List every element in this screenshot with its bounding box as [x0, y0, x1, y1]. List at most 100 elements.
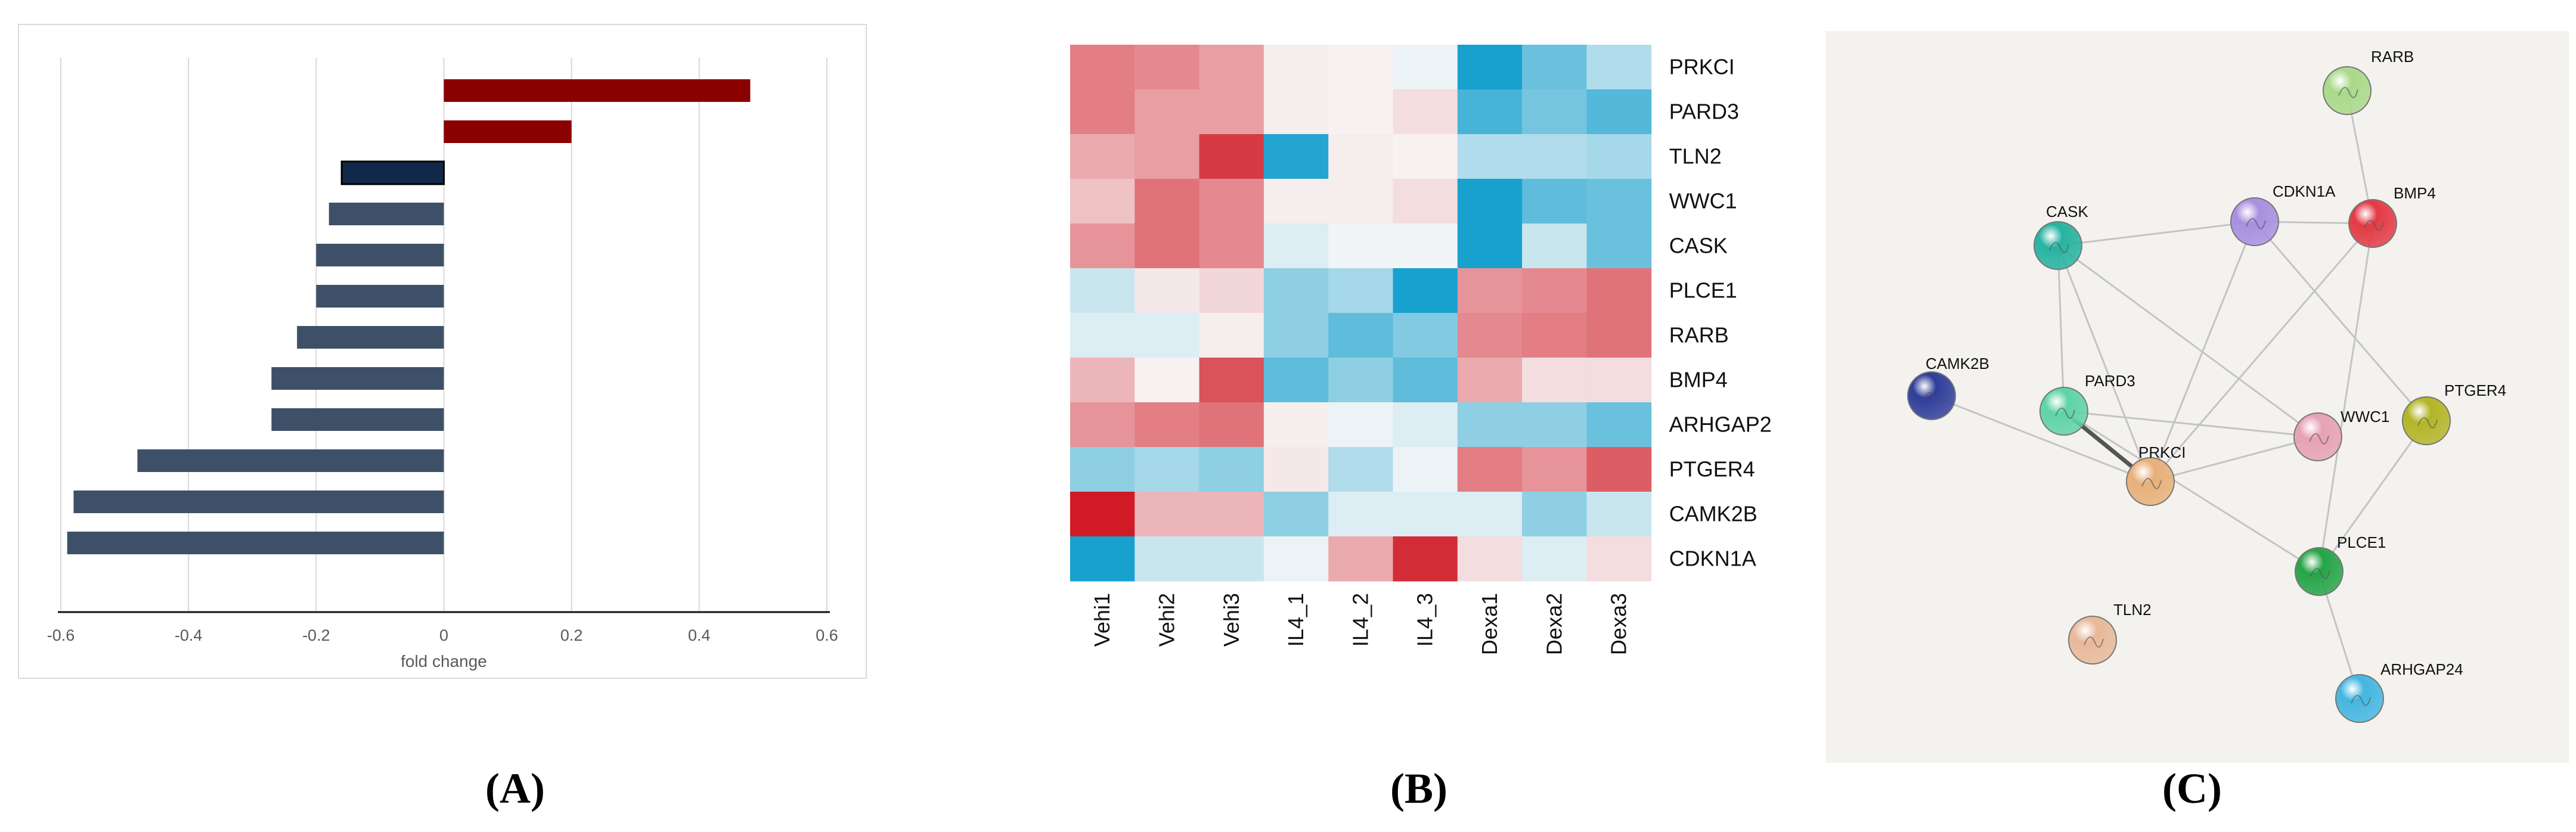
heatmap-row-label: TLN2: [1669, 144, 1722, 169]
edge-cask-cdkn1a: [2057, 221, 2255, 247]
heatmap-cell-cdkn1a-vehi1: [1070, 536, 1135, 582]
node-cask: [2033, 221, 2082, 270]
node-structure-icon: [2310, 568, 2330, 579]
edge-bmp4-prkci: [2149, 223, 2374, 482]
node-label-pard3: PARD3: [2085, 372, 2135, 390]
heatmap-cell-prkci-vehi3: [1199, 45, 1264, 90]
heatmap-cell-prkci-dexa1: [1457, 45, 1523, 90]
heatmap-cell-bmp4-dexa2: [1522, 358, 1587, 403]
heatmap-cell-camk2b-vehi2: [1134, 492, 1200, 537]
heatmap-cell-camk2b-dexa1: [1457, 492, 1523, 537]
node-label-prkci: PRKCI: [2138, 443, 2186, 461]
node-label-tln2: TLN2: [2113, 601, 2152, 619]
heatmap-cell-pard3-il4_2: [1328, 89, 1393, 135]
heatmap-cell-plce1-vehi1: [1070, 268, 1135, 313]
heatmap-cell-ptger4-dexa3: [1586, 447, 1652, 492]
heatmap-cell-cask-il4_3: [1393, 223, 1458, 269]
node-ptger4: [2402, 396, 2451, 445]
bar-pard3: [340, 160, 445, 185]
edge-cdkn1a-prkci: [2149, 221, 2256, 482]
heatmap-row-label: BMP4: [1669, 368, 1728, 392]
heatmap-column-label: Vehi3: [1219, 593, 1244, 647]
heatmap-cell-arhgap2-il4_2: [1328, 402, 1393, 448]
heatmap-cell-arhgap2-vehi2: [1134, 402, 1200, 448]
heatmap-cell-plce1-vehi3: [1199, 268, 1264, 313]
bar-cdkn1a: [444, 120, 572, 143]
heatmap-cell-rarb-vehi1: [1070, 313, 1135, 358]
node-plce1: [2295, 547, 2343, 596]
heatmap-cell-prkci-il4_3: [1393, 45, 1458, 90]
heatmap-cell-cask-vehi3: [1199, 223, 1264, 269]
heatmap-row-label: RARB: [1669, 323, 1729, 347]
heatmap-cell-wwc1-vehi3: [1199, 179, 1264, 224]
heatmap-cell-tln2-il4_2: [1328, 134, 1393, 179]
node-label-wwc1: WWC1: [2341, 408, 2389, 426]
x-tick-label: 0: [439, 626, 448, 644]
bar-bmp4: [137, 449, 444, 472]
heatmap-column-label: Dexa3: [1607, 593, 1631, 655]
heatmap-cell-ptger4-vehi2: [1134, 447, 1200, 492]
heatmap-cell-bmp4-vehi2: [1134, 358, 1200, 403]
heatmap-cell-cdkn1a-dexa2: [1522, 536, 1587, 582]
heatmap-cell-arhgap2-vehi3: [1199, 402, 1264, 448]
node-structure-icon: [2338, 87, 2358, 98]
heatmap-cell-cdkn1a-il4_3: [1393, 536, 1458, 582]
node-structure-icon: [2084, 637, 2104, 648]
heatmap-row-label: PRKCI: [1669, 55, 1735, 79]
heatmap-cell-prkci-il4_2: [1328, 45, 1393, 90]
heatmap-cell-camk2b-vehi3: [1199, 492, 1264, 537]
heatmap-cell-rarb-vehi2: [1134, 313, 1200, 358]
node-structure-icon: [1923, 392, 1943, 403]
heatmap-cell-tln2-vehi2: [1134, 134, 1200, 179]
heatmap-row-label: CDKN1A: [1669, 547, 1756, 571]
node-label-rarb: RARB: [2371, 48, 2414, 66]
heatmap-cell-tln2-dexa2: [1522, 134, 1587, 179]
heatmap-cell-ptger4-il4_1: [1263, 447, 1329, 492]
heatmap-cell-rarb-il4_2: [1328, 313, 1393, 358]
heatmap-cell-wwc1-il4_2: [1328, 179, 1393, 224]
heatmap-cell-ptger4-vehi3: [1199, 447, 1264, 492]
bar-cask: [316, 285, 444, 308]
heatmap-cell-wwc1-vehi2: [1134, 179, 1200, 224]
heatmap-cell-plce1-vehi2: [1134, 268, 1200, 313]
heatmap-cell-cdkn1a-dexa1: [1457, 536, 1523, 582]
heatmap-cell-prkci-dexa2: [1522, 45, 1587, 90]
x-tick-label: 0.2: [560, 626, 583, 644]
heatmap-cell-camk2b-dexa3: [1586, 492, 1652, 537]
edge-pard3-plce1: [2063, 410, 2320, 573]
edge-prkci-wwc1: [2150, 436, 2318, 483]
heatmap-cell-cdkn1a-il4_2: [1328, 536, 1393, 582]
heatmap-row-label: ARHGAP2: [1669, 412, 1772, 437]
heatmap-cell-prkci-vehi1: [1070, 45, 1135, 90]
heatmap-cell-wwc1-vehi1: [1070, 179, 1135, 224]
heatmap-column-label: Dexa1: [1477, 593, 1502, 655]
node-label-bmp4: BMP4: [2394, 184, 2436, 202]
heatmap-cell-ptger4-dexa2: [1522, 447, 1587, 492]
node-prkci: [2126, 457, 2175, 506]
heatmap-cell-rarb-dexa2: [1522, 313, 1587, 358]
node-bmp4: [2348, 199, 2397, 248]
node-structure-icon: [2246, 218, 2266, 229]
heatmap-cell-arhgap2-dexa3: [1586, 402, 1652, 448]
heatmap-column-label: Dexa2: [1542, 593, 1566, 655]
heatmap-cell-camk2b-il4_1: [1263, 492, 1329, 537]
node-label-plce1: PLCE1: [2337, 533, 2386, 551]
heatmap-cell-camk2b-dexa2: [1522, 492, 1587, 537]
node-arhgap24: [2335, 674, 2384, 723]
edge-cask-pard3: [2057, 245, 2065, 412]
node-pard3: [2039, 387, 2088, 436]
heatmap-cell-rarb-il4_3: [1393, 313, 1458, 358]
heatmap-cell-cask-il4_2: [1328, 223, 1393, 269]
node-structure-icon: [2364, 220, 2384, 231]
node-label-arhgap24: ARHGAP24: [2380, 660, 2463, 678]
edge-camk2b-prkci: [1931, 395, 2151, 483]
node-rarb: [2323, 66, 2372, 115]
protein-interaction-network: RARB CASK CDKN1A BMP4 CAMK2B PARD3 PRKCI WWC1 PT…: [1907, 48, 2506, 723]
heatmap-column-label: Vehi1: [1090, 593, 1114, 647]
heatmap-cell-bmp4-il4_3: [1393, 358, 1458, 403]
heatmap-cell-bmp4-vehi1: [1070, 358, 1135, 403]
bar-wwc1: [316, 244, 444, 266]
node-tln2: [2068, 616, 2117, 665]
heatmap-cell-rarb-il4_1: [1263, 313, 1329, 358]
